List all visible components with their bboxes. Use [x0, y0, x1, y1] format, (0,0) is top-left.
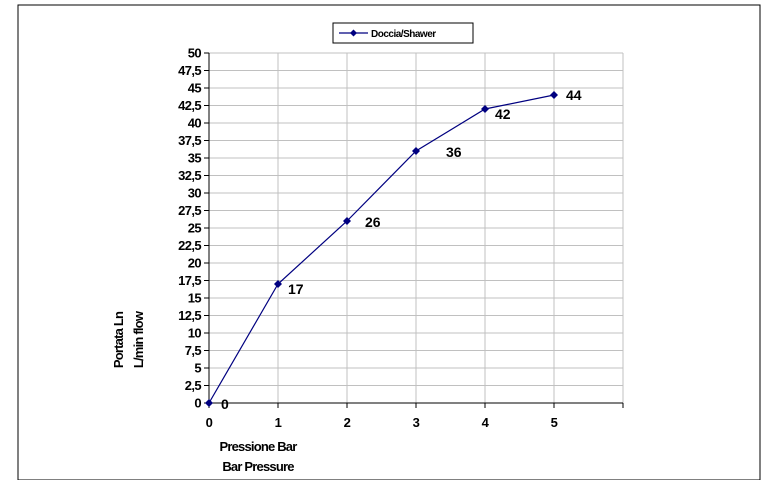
x-tick-label: 4 — [482, 415, 490, 430]
data-point-marker — [412, 147, 420, 155]
data-point-marker — [274, 280, 282, 288]
data-label: 36 — [446, 144, 462, 160]
y-tick-label: 12,5 — [178, 308, 201, 323]
y-axis-title: Portata Ln L/min flow — [111, 310, 146, 368]
data-labels: 0 17 26 36 42 44 — [221, 87, 582, 412]
series-line — [208, 94, 555, 404]
y-tick-label: 25 — [188, 221, 202, 236]
y-tick-label: 30 — [188, 186, 202, 201]
y-tick-label: 10 — [188, 326, 202, 341]
legend-box — [332, 22, 474, 44]
data-label: 44 — [566, 87, 582, 103]
y-tick-label: 35 — [188, 151, 202, 166]
y-axis-title-line-1: Portata Ln — [111, 311, 126, 368]
y-tick-label: 47,5 — [178, 63, 201, 78]
y-tick-label: 17,5 — [178, 273, 201, 288]
y-axis-title-line-2: L/min flow — [131, 310, 146, 368]
y-tick-label: 37,5 — [178, 133, 201, 148]
x-tick-label: 1 — [275, 415, 282, 430]
data-point-marker — [343, 217, 351, 225]
y-tick-label: 40 — [188, 116, 202, 131]
x-axis-tick-labels: 0 1 2 3 4 5 — [206, 415, 559, 430]
y-tick-label: 15 — [188, 291, 202, 306]
y-tick-label: 42,5 — [178, 98, 201, 113]
y-tick-label: 32,5 — [178, 168, 201, 183]
legend: Doccia/Shawer — [332, 22, 474, 44]
y-tick-label: 0 — [194, 396, 201, 411]
legend-marker-diamond — [350, 29, 357, 37]
y-tick-label: 22,5 — [178, 238, 201, 253]
data-point-marker — [481, 105, 489, 113]
y-tick-label: 2,5 — [185, 378, 202, 393]
x-tick-label: 0 — [206, 415, 213, 430]
data-label: 26 — [365, 214, 381, 230]
data-point-marker — [550, 91, 558, 99]
x-axis-title: Pressione Bar Bar Pressure — [219, 439, 298, 474]
y-axis-tick-labels: 0 2,5 5 7,5 10 12,5 15 17,5 20 22,5 25 27,5 30 32,5 35… — [178, 46, 202, 411]
y-tick-label: 50 — [188, 46, 202, 61]
y-tick-label: 5 — [194, 361, 201, 376]
data-point-marker — [205, 399, 213, 407]
y-tick-label: 45 — [188, 81, 202, 96]
y-tick-label: 7,5 — [185, 343, 202, 358]
x-tick-label: 5 — [551, 415, 558, 430]
x-axis-title-line-1: Pressione Bar — [219, 439, 297, 454]
legend-entry-label: Doccia/Shawer — [371, 29, 436, 40]
data-label: 0 — [221, 396, 229, 412]
y-tick-label: 27,5 — [178, 203, 201, 218]
y-tick-label: 20 — [188, 256, 202, 271]
x-axis-title-line-2: Bar Pressure — [222, 459, 294, 474]
axes — [204, 52, 624, 408]
data-label: 17 — [288, 281, 304, 297]
x-tick-label: 2 — [344, 415, 351, 430]
gridlines — [209, 52, 624, 403]
series-layer — [205, 91, 558, 407]
x-tick-label: 3 — [413, 415, 420, 430]
data-label: 42 — [495, 106, 511, 122]
